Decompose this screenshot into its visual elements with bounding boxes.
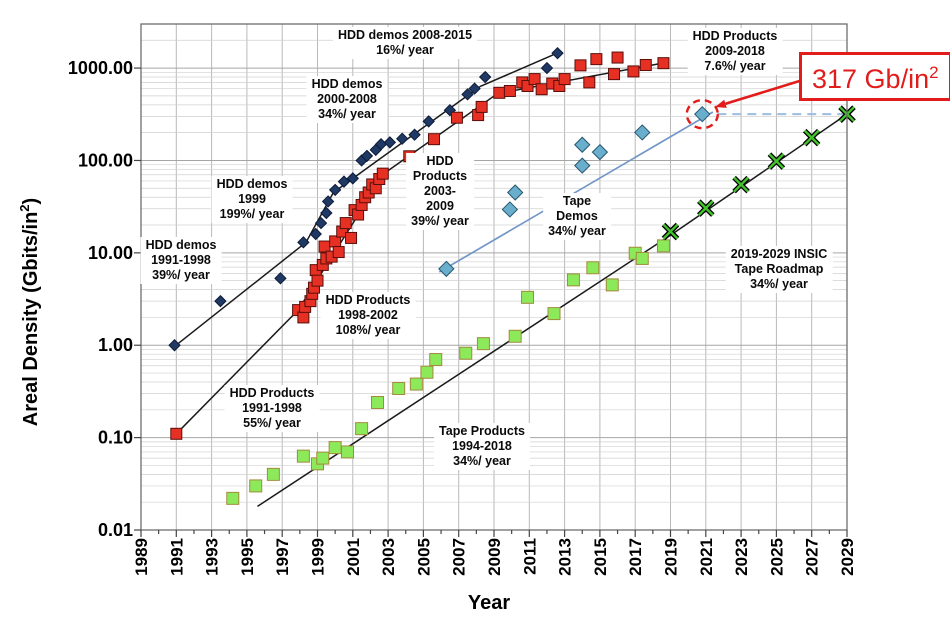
highlight-circle bbox=[685, 98, 719, 130]
x-tick-label: 2027 bbox=[803, 538, 822, 576]
callout-arrow bbox=[725, 77, 807, 106]
x-axis-title: Year bbox=[467, 592, 511, 614]
label-tape-demos: Tape Demos 34%/ year bbox=[543, 193, 611, 240]
highlight bbox=[685, 77, 807, 130]
series-tape-demos bbox=[438, 105, 711, 278]
label-hdd-demos-1991-1998: HDD demos 1991-1998 39%/ year bbox=[140, 237, 222, 284]
y-axis-title-sup: 2 bbox=[17, 204, 33, 212]
x-tick-label: 1995 bbox=[238, 538, 257, 576]
series-hdd-demos bbox=[168, 46, 564, 352]
x-tick-label: 1993 bbox=[203, 538, 222, 576]
x-tick-label: 2025 bbox=[767, 538, 786, 576]
x-tick-label: 2015 bbox=[591, 538, 610, 576]
y-axis-title-text: Areal Density (Gbits/in bbox=[19, 211, 42, 427]
x-tick-label: 1989 bbox=[132, 538, 151, 576]
trend-line-hdd-demos bbox=[479, 51, 561, 88]
trend-line-tape-demos bbox=[438, 111, 714, 273]
label-hdd-products-1998-2002: HDD Products 1998-2002 108%/ year bbox=[320, 292, 416, 339]
x-tick-label: 2029 bbox=[838, 538, 857, 576]
trend-line-hdd-demos bbox=[174, 241, 307, 348]
x-tick-label: 2005 bbox=[414, 538, 433, 576]
label-tape-products-1994-2018: Tape Products 1994-2018 34%/ year bbox=[434, 423, 530, 470]
label-hdd-products-1991-1998: HDD Products 1991-1998 55%/ year bbox=[224, 385, 320, 432]
label-hdd-demos-2000-2008: HDD demos 2000-2008 34%/ year bbox=[306, 76, 388, 123]
label-insic-tape-roadmap: 2019-2029 INSIC Tape Roadmap 34%/ year bbox=[725, 246, 833, 293]
x-tick-label: 2023 bbox=[732, 538, 751, 576]
x-tick-label: 2013 bbox=[556, 538, 575, 576]
x-tick-label: 2021 bbox=[697, 538, 716, 576]
x-tick-label: 1999 bbox=[309, 538, 328, 576]
y-tick-labels: 1000.00 100.00 10.00 1.00 0.10 0.01 bbox=[68, 58, 133, 540]
callout-317-label: 317 Gb/in2 bbox=[799, 52, 950, 101]
series-tape-products bbox=[226, 239, 670, 505]
x-tick-label: 2017 bbox=[626, 538, 645, 576]
label-hdd-products-2009-2018: HDD Products 2009-2018 7.6%/ year bbox=[687, 28, 783, 75]
x-tick-label: 1997 bbox=[273, 538, 292, 576]
series-tape-roadmap bbox=[661, 105, 856, 241]
x-tick-label: 2007 bbox=[450, 538, 469, 576]
x-tick-labels: 1989 1991 1993 1995 1997 1999 2001 2003 2005 2007… bbox=[132, 538, 857, 576]
y-tick-label: 0.10 bbox=[98, 428, 133, 448]
x-tick-label: 2011 bbox=[520, 538, 539, 575]
label-hdd-demos-2008-2015: HDD demos 2008-2015 16%/ year bbox=[332, 27, 478, 59]
y-tick-label: 100.00 bbox=[78, 150, 133, 170]
y-axis-title-close: ) bbox=[19, 197, 42, 205]
y-tick-label: 10.00 bbox=[88, 243, 133, 263]
y-tick-label: 1.00 bbox=[98, 335, 133, 355]
y-tick-label: 0.01 bbox=[98, 520, 133, 540]
x-tick-label: 2001 bbox=[344, 538, 363, 576]
x-tick-label: 2009 bbox=[485, 538, 504, 576]
x-tick-label: 2003 bbox=[379, 538, 398, 576]
label-hdd-products-2003-2009: HDD Products 2003- 2009 39%/ year bbox=[406, 153, 474, 230]
trend-line-hdd-products bbox=[175, 309, 299, 435]
axis-ticks bbox=[134, 67, 848, 537]
callout-317-sup: 2 bbox=[929, 63, 939, 82]
x-tick-label: 1991 bbox=[167, 538, 186, 576]
callout-317-text: 317 Gb/in bbox=[812, 64, 930, 94]
callout-arrowhead bbox=[715, 99, 727, 108]
y-axis-title: Areal Density (Gbits/in2) bbox=[17, 198, 43, 426]
label-hdd-demos-1999: HDD demos 1999 199%/ year bbox=[211, 176, 293, 223]
x-tick-label: 2019 bbox=[662, 538, 681, 576]
y-tick-label: 1000.00 bbox=[68, 58, 133, 78]
series-hdd-products bbox=[170, 51, 670, 440]
